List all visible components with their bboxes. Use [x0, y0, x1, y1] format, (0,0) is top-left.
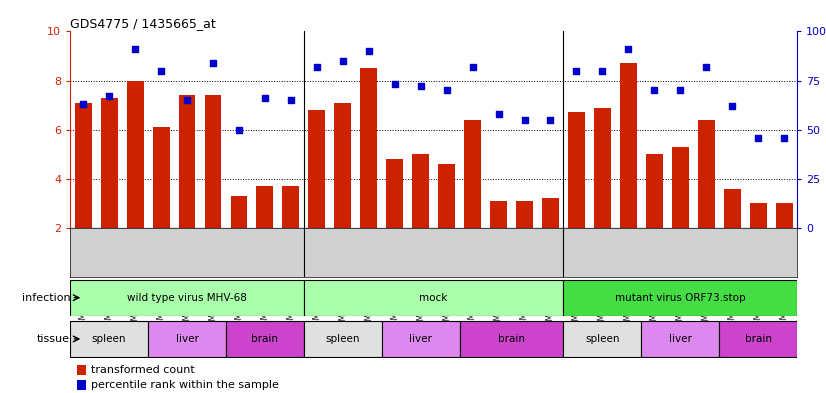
Bar	[101, 98, 117, 228]
Point	[259, 95, 272, 101]
Bar	[387, 159, 403, 228]
Text: brain: brain	[745, 334, 771, 344]
Bar	[304, 280, 563, 316]
Bar	[459, 321, 563, 357]
Point	[622, 46, 635, 52]
Point	[518, 117, 531, 123]
Bar	[594, 108, 610, 228]
Bar	[620, 63, 637, 228]
Bar	[360, 68, 377, 228]
Point	[129, 46, 142, 52]
Point	[362, 48, 375, 54]
Bar	[70, 321, 148, 357]
Text: liver: liver	[409, 334, 432, 344]
Bar	[516, 201, 533, 228]
Bar	[282, 186, 299, 228]
Bar	[148, 321, 226, 357]
Point	[492, 111, 506, 117]
Point	[544, 117, 557, 123]
Point	[700, 64, 713, 70]
Bar	[153, 127, 169, 228]
Point	[725, 103, 738, 109]
Bar	[698, 120, 714, 228]
Bar	[78, 365, 86, 375]
Text: spleen: spleen	[585, 334, 620, 344]
Bar	[126, 81, 144, 228]
Bar	[78, 380, 86, 390]
Bar	[304, 321, 382, 357]
Text: GDS4775 / 1435665_at: GDS4775 / 1435665_at	[70, 17, 216, 30]
Point	[77, 101, 90, 107]
Bar	[776, 204, 792, 228]
Bar	[308, 110, 325, 228]
Text: transformed count: transformed count	[91, 365, 194, 375]
Bar	[226, 321, 304, 357]
Bar	[641, 321, 719, 357]
Bar	[438, 164, 455, 228]
Text: wild type virus MHV-68: wild type virus MHV-68	[127, 293, 247, 303]
Point	[414, 83, 427, 90]
Text: tissue: tissue	[37, 334, 70, 344]
Point	[440, 87, 453, 94]
Text: liver: liver	[176, 334, 198, 344]
Bar	[750, 204, 767, 228]
Bar	[75, 103, 92, 228]
Bar	[542, 198, 559, 228]
Bar	[490, 201, 507, 228]
Text: mutant virus ORF73.stop: mutant virus ORF73.stop	[615, 293, 746, 303]
Text: percentile rank within the sample: percentile rank within the sample	[91, 380, 278, 389]
Point	[232, 127, 245, 133]
Text: infection: infection	[21, 293, 70, 303]
Point	[206, 60, 220, 66]
Point	[570, 68, 583, 74]
Bar	[256, 186, 273, 228]
Bar	[724, 189, 741, 228]
Bar	[672, 147, 689, 228]
Bar	[719, 321, 797, 357]
Point	[284, 97, 297, 103]
Point	[466, 64, 479, 70]
Text: brain: brain	[251, 334, 278, 344]
Point	[311, 64, 324, 70]
Bar	[563, 280, 797, 316]
Point	[777, 134, 790, 141]
Text: liver: liver	[669, 334, 691, 344]
Bar	[230, 196, 248, 228]
Point	[752, 134, 765, 141]
Bar	[563, 321, 641, 357]
Point	[336, 58, 349, 64]
Point	[596, 68, 609, 74]
Bar	[382, 321, 459, 357]
Bar	[464, 120, 481, 228]
Point	[674, 87, 687, 94]
Point	[180, 97, 193, 103]
Bar	[412, 154, 430, 228]
Bar	[205, 95, 221, 228]
Text: mock: mock	[420, 293, 448, 303]
Point	[648, 87, 661, 94]
Bar	[70, 280, 304, 316]
Point	[102, 93, 116, 99]
Text: spleen: spleen	[325, 334, 360, 344]
Point	[388, 81, 401, 88]
Bar	[178, 95, 196, 228]
Point	[154, 68, 168, 74]
Bar	[646, 154, 662, 228]
Text: spleen: spleen	[92, 334, 126, 344]
Bar	[335, 103, 351, 228]
Text: brain: brain	[498, 334, 525, 344]
Bar	[568, 112, 585, 228]
